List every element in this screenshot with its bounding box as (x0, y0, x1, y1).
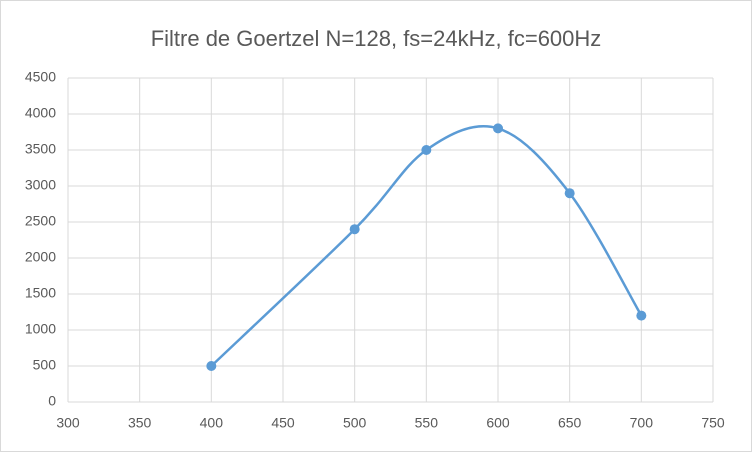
y-tick-label: 3000 (25, 177, 56, 193)
x-tick-label: 750 (701, 415, 725, 431)
y-tick-label: 1500 (25, 285, 56, 301)
y-tick-label: 2500 (25, 213, 56, 229)
y-tick-label: 500 (33, 357, 57, 373)
data-point (421, 145, 432, 155)
y-tick-label: 4000 (25, 105, 56, 121)
y-tick-label: 4500 (25, 69, 56, 85)
x-tick-label: 400 (200, 415, 224, 431)
data-point (349, 224, 360, 235)
x-tick-label: 450 (271, 415, 295, 431)
y-tick-label: 2000 (25, 249, 56, 265)
chart-title: Filtre de Goertzel N=128, fs=24kHz, fc=6… (151, 26, 602, 51)
x-tick-label: 650 (558, 415, 582, 431)
data-point (564, 188, 575, 199)
data-point (206, 361, 217, 371)
y-tick-label: 0 (48, 393, 56, 409)
data-point (636, 310, 647, 321)
series-line (210, 125, 643, 367)
y-tick-label: 3500 (25, 141, 56, 157)
y-tick-label: 1000 (25, 321, 56, 337)
x-tick-label: 550 (415, 415, 439, 431)
x-tick-label: 600 (486, 415, 510, 431)
x-tick-label: 300 (56, 415, 80, 431)
data-point (493, 123, 503, 134)
x-tick-label: 700 (630, 415, 654, 431)
x-tick-label: 350 (128, 415, 152, 431)
x-tick-label: 500 (343, 415, 367, 431)
